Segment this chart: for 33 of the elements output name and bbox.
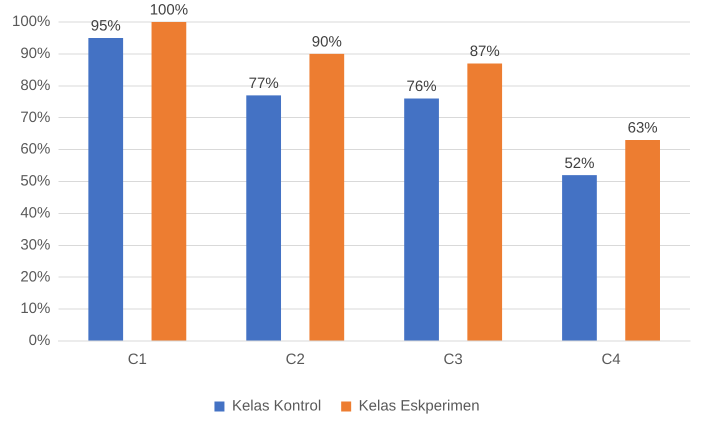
- data-label: 95%: [90, 18, 121, 35]
- bar: [467, 63, 502, 340]
- x-tick-label: C4: [601, 351, 621, 368]
- data-label: 52%: [564, 154, 594, 172]
- y-tick-label: 40%: [20, 204, 50, 222]
- bar: [562, 175, 597, 340]
- x-tick-label: C3: [444, 351, 463, 368]
- y-tick-label: 0%: [28, 332, 50, 350]
- y-tick-label: 70%: [20, 108, 50, 126]
- bar: [152, 22, 186, 340]
- y-tick-label: 20%: [20, 268, 50, 286]
- y-tick-label: 100%: [12, 13, 50, 30]
- data-label: 87%: [470, 43, 500, 60]
- data-label: 100%: [150, 2, 188, 19]
- bar: [246, 95, 282, 340]
- legend-label: Kelas Eskperimen: [358, 398, 480, 415]
- data-label: 77%: [248, 75, 279, 92]
- y-tick-label: 50%: [20, 172, 50, 190]
- y-tick-label: 10%: [20, 300, 50, 318]
- data-label: 90%: [312, 34, 342, 51]
- legend-label: Kelas Kontrol: [232, 398, 322, 415]
- bar: [625, 140, 660, 340]
- bar: [88, 38, 124, 340]
- bar: [404, 98, 439, 340]
- y-tick-label: 60%: [20, 140, 50, 158]
- data-label: 63%: [628, 120, 658, 137]
- bar: [309, 54, 344, 340]
- x-tick-label: C1: [128, 351, 147, 368]
- data-label: 76%: [406, 78, 437, 96]
- y-tick-label: 30%: [20, 236, 50, 254]
- y-tick-label: 90%: [20, 45, 50, 62]
- y-tick-label: 80%: [20, 76, 50, 94]
- x-tick-label: C2: [286, 351, 305, 368]
